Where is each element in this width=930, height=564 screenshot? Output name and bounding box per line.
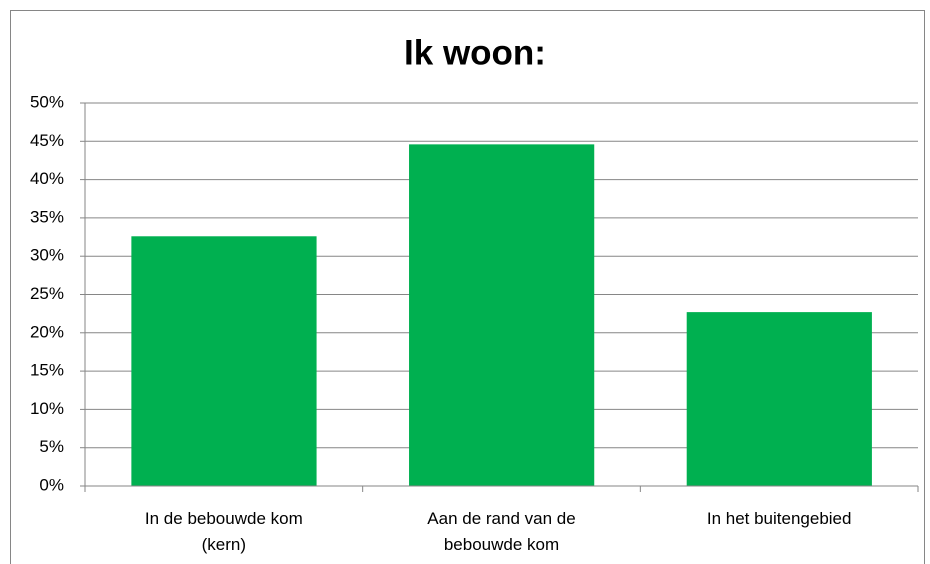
- y-tick-label: 0%: [39, 475, 64, 494]
- y-tick-label: 40%: [30, 169, 64, 188]
- y-tick-label: 45%: [30, 131, 64, 150]
- y-tick-label: 5%: [39, 437, 64, 456]
- y-tick-label: 15%: [30, 361, 64, 380]
- x-tick-label: In de bebouwde kom (kern): [144, 509, 303, 554]
- x-tick-label: In het buitengebied: [706, 509, 852, 528]
- y-tick-label: 35%: [30, 207, 64, 226]
- y-tick-label: 25%: [30, 284, 64, 303]
- y-tick-label: 10%: [30, 399, 64, 418]
- bar: [131, 236, 317, 486]
- y-tick-label: 20%: [30, 322, 64, 341]
- x-tick-label: Aan de rand van de bebouwde kom: [427, 509, 576, 554]
- bar: [686, 312, 872, 486]
- chart-title: Ik woon:: [404, 33, 546, 72]
- y-tick-label: 50%: [30, 92, 64, 111]
- y-tick-label: 30%: [30, 246, 64, 265]
- chart-border: [10, 10, 925, 564]
- bar: [409, 144, 595, 486]
